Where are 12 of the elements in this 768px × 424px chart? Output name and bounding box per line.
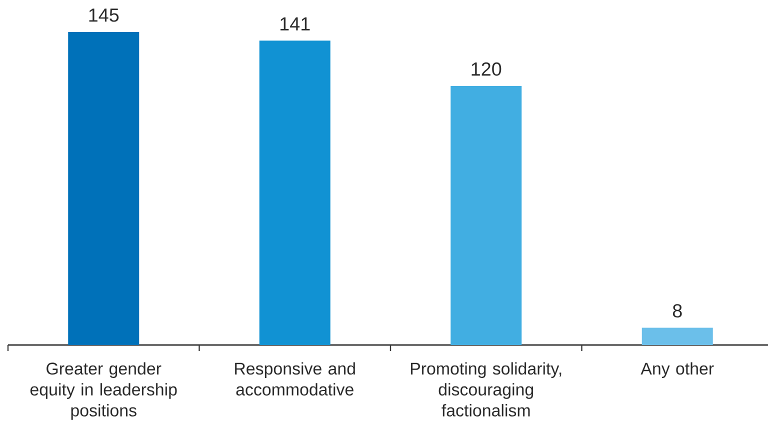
bar <box>68 32 140 345</box>
data-label: 145 <box>89 8 119 22</box>
x-tick-label: Responsive and accommodative <box>235 362 355 396</box>
x-tick-label: Promoting solidarity, discouraging factionalism <box>410 362 562 416</box>
data-label: 8 <box>672 304 682 318</box>
bar <box>450 86 522 345</box>
data-label: 120 <box>472 62 502 76</box>
x-tick-label: Any other <box>640 362 714 378</box>
bar <box>642 328 713 345</box>
data-label: 141 <box>280 17 310 30</box>
bar <box>259 40 330 345</box>
x-tick-label: Greater gender equity in leadership positions <box>30 362 177 420</box>
